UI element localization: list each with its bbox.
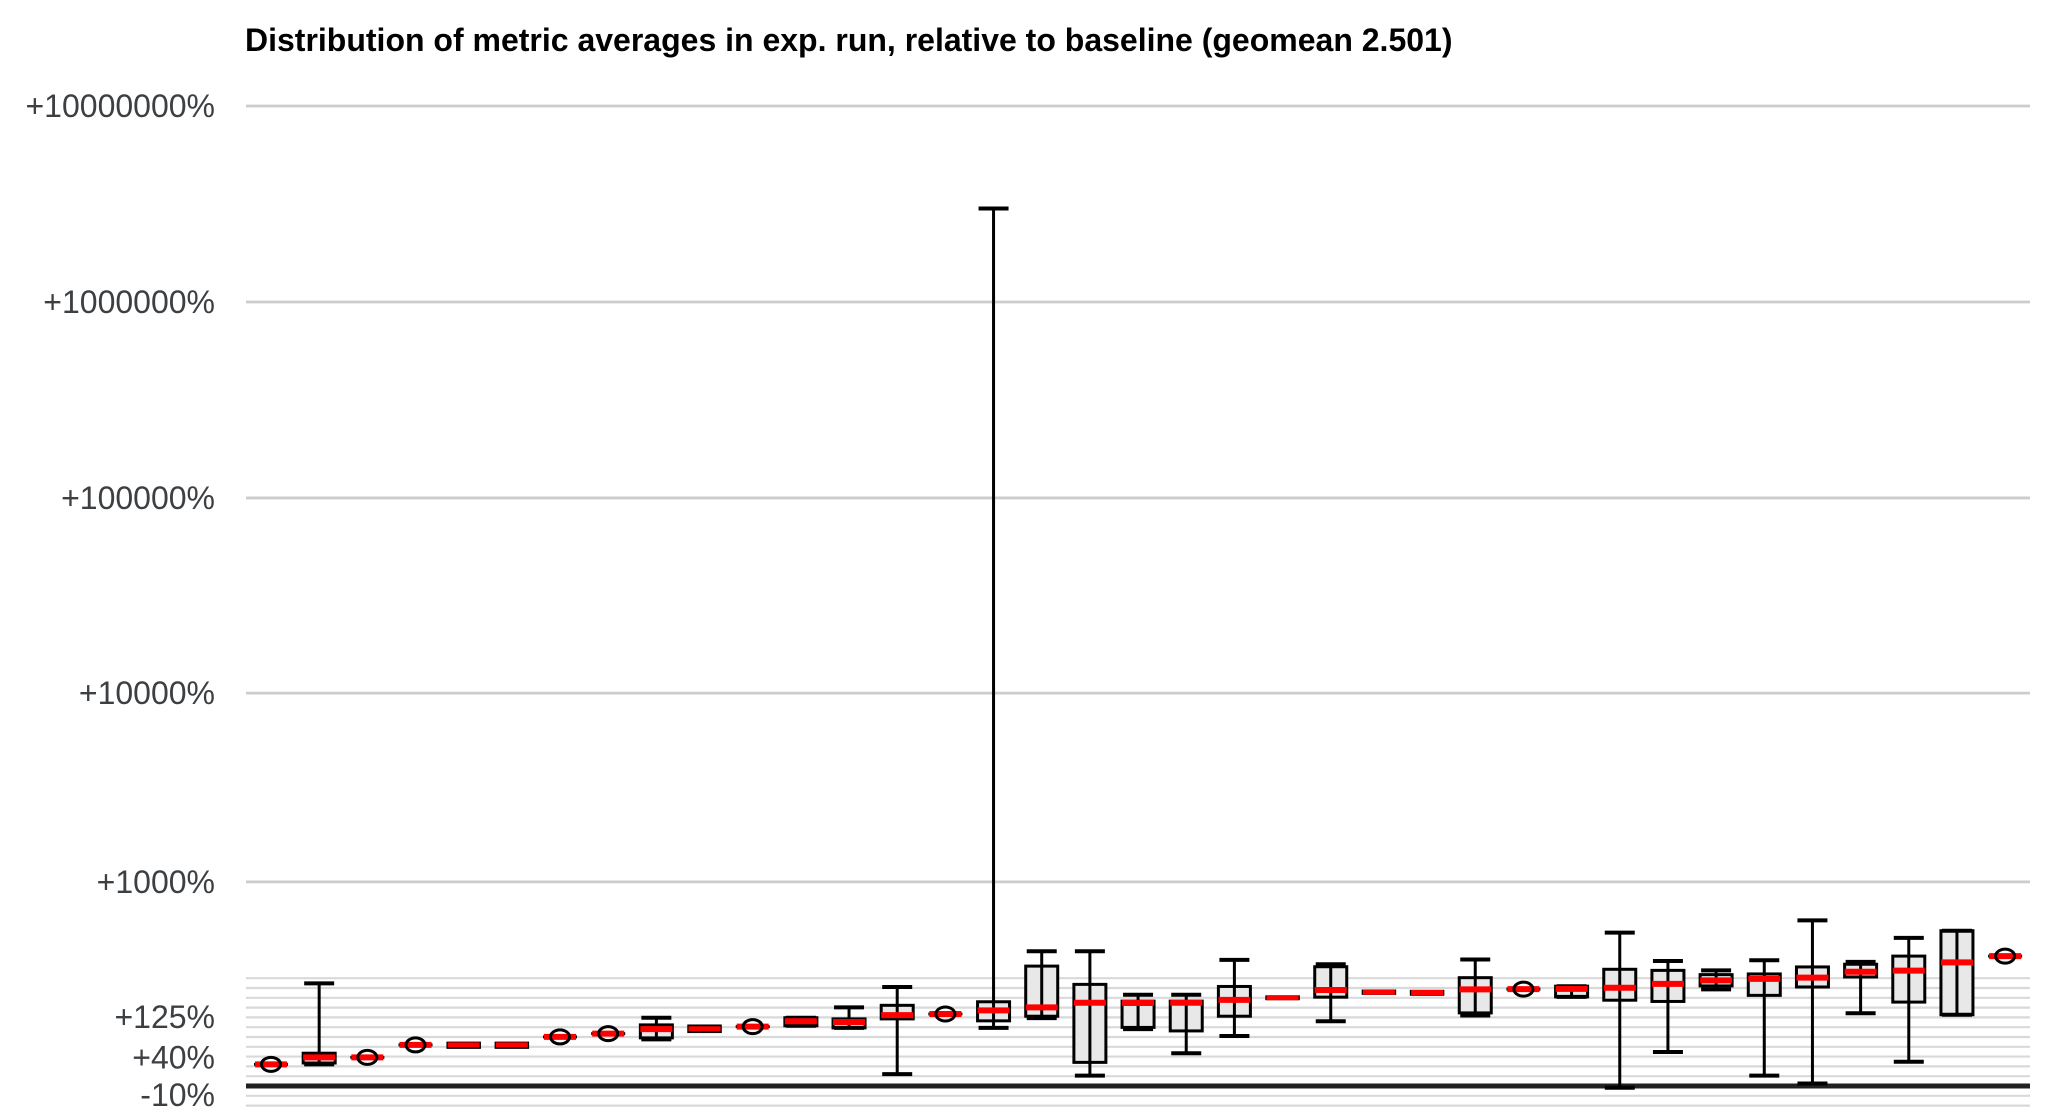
- boxplot-item-22: [1265, 995, 1300, 1001]
- y-tick-label: +125%: [114, 999, 215, 1035]
- flier-circle: [741, 1018, 764, 1036]
- iqr-box-border: [1313, 965, 1349, 999]
- boxplot-item-13: [831, 1005, 867, 1030]
- iqr-box-border: [1746, 972, 1782, 997]
- y-tick-label: +40%: [132, 1039, 215, 1075]
- boxplot-item-3: [350, 1048, 385, 1066]
- boxplot-item-1: [254, 1055, 288, 1073]
- iqr-box-border: [1891, 954, 1927, 1004]
- boxplot-item-30: [1650, 959, 1686, 1055]
- boxplot-item-21: [1216, 957, 1252, 1038]
- boxplot-item-29: [1602, 930, 1638, 1090]
- iqr-box-border: [1602, 967, 1638, 1002]
- boxplot-item-32: [1746, 958, 1782, 1078]
- y-axis-tick-labels: +10000000% +1000000% +100000% +10000% +1000%…: [25, 88, 215, 1113]
- boxplot-item-2: [301, 981, 337, 1067]
- flier-circle: [1994, 947, 2017, 965]
- boxplot-item-20: [1168, 992, 1204, 1056]
- boxplot-item-27: [1506, 980, 1541, 998]
- box-series: [254, 206, 2023, 1090]
- flier-circle: [597, 1025, 620, 1043]
- boxplot-item-5: [446, 1041, 481, 1049]
- boxplot-item-36: [1939, 928, 1975, 1017]
- chart-title: Distribution of metric averages in exp. …: [245, 22, 1453, 58]
- boxplot-item-16: [976, 206, 1012, 1030]
- y-tick-label: +10000%: [79, 675, 215, 711]
- boxplot-item-34: [1843, 959, 1879, 1016]
- iqr-box-border: [1072, 982, 1108, 1064]
- boxplot-item-8: [591, 1025, 626, 1043]
- boxplot-item-14: [879, 984, 915, 1077]
- boxplot-item-18: [1072, 949, 1108, 1078]
- boxplot-item-12: [783, 1015, 819, 1028]
- boxplot-item-31: [1698, 968, 1734, 992]
- boxplot-item-9: [638, 1015, 674, 1042]
- boxplot-item-17: [1024, 949, 1060, 1021]
- y-tick-label: +1000000%: [43, 284, 215, 320]
- y-tick-label: +1000%: [97, 864, 215, 900]
- boxplot-item-35: [1891, 935, 1927, 1064]
- boxplot-item-33: [1794, 918, 1830, 1086]
- flier-circle: [404, 1036, 427, 1054]
- boxplot-item-15: [928, 1005, 963, 1023]
- flier-circle: [1512, 980, 1535, 998]
- flier-circle: [356, 1048, 379, 1066]
- boxplot-item-24: [1361, 989, 1397, 995]
- boxplot-item-37: [1988, 947, 2023, 965]
- boxplot-item-26: [1457, 957, 1493, 1018]
- boxplot-item-28: [1554, 984, 1590, 999]
- boxplot-item-25: [1409, 989, 1445, 996]
- flier-circle: [260, 1055, 282, 1073]
- y-tick-label: +10000000%: [25, 88, 215, 124]
- boxplot-item-4: [398, 1036, 433, 1054]
- boxplot-item-7: [543, 1028, 578, 1046]
- major-gridlines: [246, 104, 2030, 884]
- boxplot-item-10: [687, 1024, 722, 1034]
- boxplot-item-11: [735, 1018, 770, 1036]
- boxplot-item-6: [494, 1041, 530, 1049]
- iqr-box-border: [1457, 976, 1493, 1015]
- boxplot-item-19: [1120, 992, 1156, 1032]
- boxplot-item-23: [1313, 962, 1349, 1024]
- y-tick-label: +100000%: [61, 480, 215, 516]
- y-tick-label: -10%: [140, 1077, 215, 1113]
- flier-circle: [549, 1028, 572, 1046]
- flier-circle: [934, 1005, 957, 1023]
